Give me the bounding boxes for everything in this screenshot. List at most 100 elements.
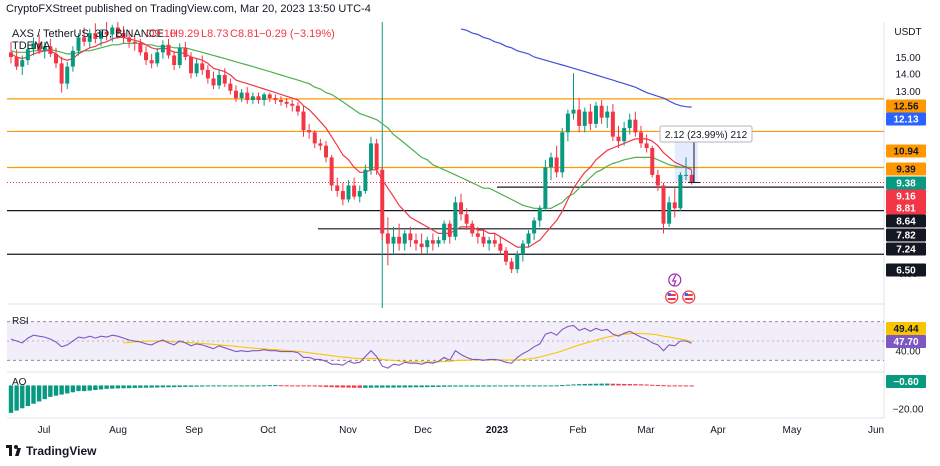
publisher-text: CryptoFXStreet published on TradingView.…: [6, 3, 371, 15]
candle-body: [357, 190, 362, 197]
candle-body: [560, 132, 565, 173]
chart-header: CryptoFXStreet published on TradingView.…: [6, 3, 371, 15]
ao-histogram-bar: [363, 385, 368, 388]
ao-histogram-bar: [380, 385, 385, 388]
candle-body: [419, 243, 424, 248]
candle-body: [144, 52, 148, 61]
ao-histogram-bar: [295, 385, 301, 387]
candle-body: [414, 240, 418, 244]
candle-body: [211, 78, 216, 86]
price-axis-tag-label: 10.94: [893, 147, 918, 158]
ao-histogram-bar: [20, 385, 25, 409]
candle-body: [475, 233, 480, 237]
ao-histogram-bar: [357, 385, 362, 388]
candle-body: [622, 128, 627, 142]
ao-histogram-bar: [25, 385, 31, 406]
ao-histogram-bar: [70, 385, 76, 393]
legend-ohlc: O9.10: [146, 28, 176, 40]
ao-histogram-bar: [143, 385, 149, 388]
ao-tag: [886, 375, 926, 388]
price-axis-tag-label: 9.39: [896, 165, 916, 176]
candle-body: [627, 119, 632, 129]
candle-body: [295, 105, 300, 112]
tradingview-brand[interactable]: TradingView: [6, 444, 96, 458]
candle-body: [554, 157, 559, 173]
ao-histogram-bar: [593, 383, 599, 386]
ao-histogram-bar: [216, 385, 222, 387]
ao-histogram-bar: [655, 384, 661, 386]
candle-body: [549, 157, 553, 168]
ao-histogram-bar: [481, 385, 486, 387]
ao-histogram-bar: [560, 385, 565, 387]
candle-body: [380, 169, 385, 234]
ao-histogram-bar: [155, 385, 160, 388]
time-tick-label: Jun: [868, 425, 884, 436]
candle-body: [65, 66, 70, 84]
ema-mid-line: [10, 42, 692, 209]
candle-body: [279, 100, 283, 102]
ao-histogram-bar: [402, 385, 407, 388]
ao-histogram-bar: [115, 385, 121, 389]
ao-histogram-bar: [138, 385, 143, 388]
us-flag-stripe-icon: [684, 294, 693, 296]
ao-histogram-bar: [104, 385, 109, 389]
candle-body: [459, 202, 463, 215]
price-axis-tag: [886, 112, 926, 126]
ao-histogram-bar: [531, 385, 537, 387]
time-tick-label: Jul: [38, 425, 51, 436]
rsi-ma-line: [123, 332, 692, 363]
candle-body: [115, 27, 120, 34]
ao-histogram-bar: [672, 385, 677, 387]
us-flag-event-icon: [682, 290, 696, 304]
candle-body: [481, 236, 486, 244]
candle-body: [492, 240, 497, 244]
candle-body: [526, 233, 531, 244]
price-axis-tag: [886, 201, 926, 215]
us-flag-canton-icon: [684, 293, 688, 296]
ao-histogram-bar: [678, 385, 683, 387]
price-axis-tag-label: 9.38: [896, 179, 916, 190]
time-tick-label: Aug: [109, 425, 127, 436]
rsi-line: [10, 324, 692, 369]
ao-histogram-bar: [312, 385, 317, 387]
ao-histogram-bar: [340, 385, 346, 388]
ao-histogram-bar: [633, 384, 638, 386]
candle-body: [689, 174, 694, 183]
candle-body: [329, 157, 334, 186]
ema-slow-line: [460, 28, 692, 108]
price-axis-tag-label: 7.24: [896, 245, 916, 256]
ao-histogram-bar: [278, 385, 284, 387]
candle-body: [582, 111, 587, 126]
ao-histogram-bar: [503, 385, 509, 387]
ao-histogram-bar: [273, 385, 278, 387]
measure-label: 2.12 (23.99%) 212: [665, 130, 748, 141]
time-tick-label: May: [783, 425, 802, 436]
candle-body: [650, 147, 655, 175]
us-flag-stripe-icon: [667, 298, 676, 300]
ao-histogram-bar: [126, 385, 132, 389]
ao-histogram-bar: [543, 385, 548, 387]
candle-body: [59, 63, 64, 84]
ao-histogram-bar: [8, 385, 14, 413]
candle-body: [537, 208, 542, 221]
measure-label-box: [659, 125, 753, 143]
candle-body: [200, 63, 205, 70]
ao-histogram-bar: [87, 385, 92, 391]
candle-body: [245, 92, 250, 101]
candle-body: [189, 57, 193, 74]
us-flag-stripe-icon: [667, 294, 676, 296]
ao-histogram-bar: [93, 385, 98, 390]
candle-body: [267, 94, 272, 99]
candle-body: [532, 220, 537, 234]
ao-histogram-bar: [576, 384, 582, 386]
ao-histogram-bar: [31, 385, 36, 404]
ao-histogram-bar: [453, 385, 458, 387]
candle-body: [487, 240, 492, 244]
currency-label: USDT: [894, 27, 921, 38]
time-tick-label: Nov: [339, 425, 357, 436]
candle-body: [138, 43, 143, 53]
time-tick-label: Mar: [637, 425, 655, 436]
time-tick-label: Feb: [569, 425, 587, 436]
ao-histogram-bar: [329, 385, 334, 388]
